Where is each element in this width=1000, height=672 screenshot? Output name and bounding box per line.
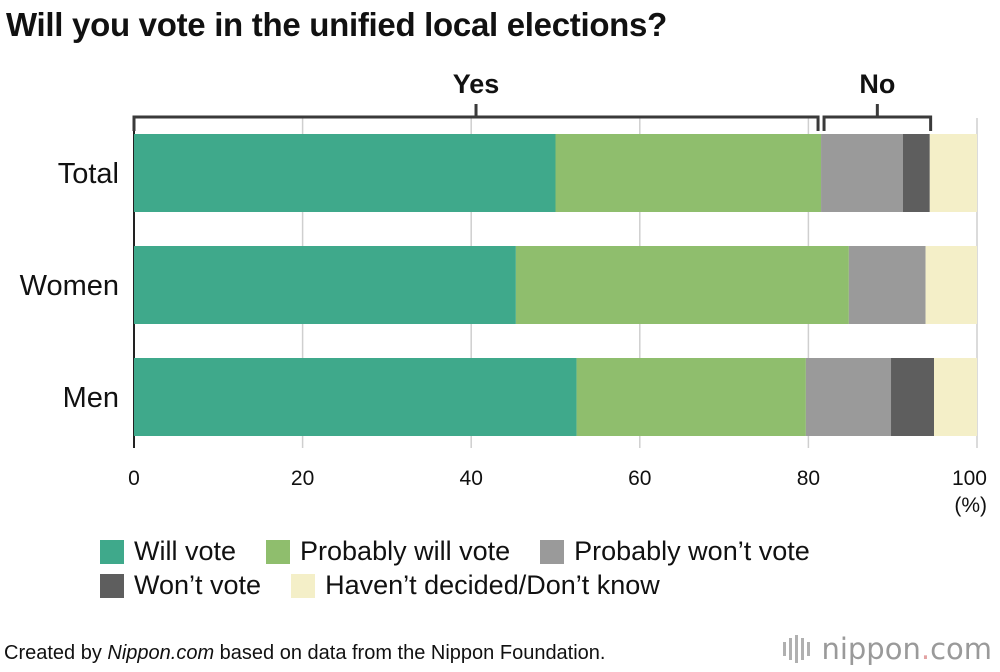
yes-no-brackets: Yes No — [132, 69, 933, 131]
x-tick-label-80: 80 — [797, 467, 820, 490]
bracket-no — [822, 104, 933, 131]
legend-swatch-probably-will-vote — [266, 539, 291, 564]
bar-men-won-t-vote — [891, 358, 935, 436]
bar-women-probably-will-vote — [515, 246, 849, 324]
legend-row-1: Will vote Probably will vote Probably won’… — [100, 536, 840, 567]
legend-swatch-won-t-vote — [100, 573, 124, 598]
bar-men-probably-will-vote — [576, 358, 806, 436]
legend-item-will-vote: Will vote — [100, 536, 236, 567]
logo-dot: . — [920, 632, 931, 666]
x-tick-label-20: 20 — [291, 467, 314, 490]
legend-label-probably-won-t-vote: Probably won’t vote — [574, 536, 810, 566]
x-tick-label-0: 0 — [128, 467, 140, 490]
bar-total-will-vote — [134, 134, 556, 212]
bar-men-probably-won-t-vote — [805, 358, 892, 436]
logo-name: nippon — [821, 632, 921, 666]
stacked-bar-chart: Yes No Total Women Men 0 20 40 60 80 100 (%) — [20, 69, 987, 517]
bar-total-haven-t-decided-don-t-know — [929, 134, 977, 212]
chart-title: Will you vote in the unified local elect… — [6, 6, 667, 43]
logo-mark-icon — [783, 635, 813, 663]
category-label-women: Women — [20, 270, 119, 302]
category-label-total: Total — [58, 158, 119, 190]
legend-swatch-haven-t-decided-don-t-know — [291, 573, 316, 598]
x-axis-unit: (%) — [954, 494, 987, 517]
category-label-men: Men — [63, 382, 119, 414]
legend-swatch-probably-won-t-vote — [540, 539, 565, 564]
bar-men-will-vote — [134, 358, 577, 436]
bracket-yes — [132, 104, 820, 131]
legend-item-haven-t-decided-don-t-know: Haven’t decided/Don’t know — [291, 570, 660, 601]
bar-men-haven-t-decided-don-t-know — [934, 358, 977, 436]
bar-total-probably-will-vote — [555, 134, 822, 212]
legend-label-haven-t-decided-don-t-know: Haven’t decided/Don’t know — [325, 570, 660, 600]
legend-label-will-vote: Will vote — [134, 536, 237, 566]
bar-women-will-vote — [134, 246, 516, 324]
x-tick-label-60: 60 — [628, 467, 651, 490]
source-site: Nippon.com — [107, 642, 215, 664]
legend-row-2: Won’t vote Haven’t decided/Don’t know — [100, 570, 690, 601]
legend-item-probably-will-vote: Probably will vote — [266, 536, 510, 567]
logo-tld: com — [930, 632, 992, 666]
nippon-logo: nippon. com — [783, 632, 992, 666]
legend-label-probably-will-vote: Probably will vote — [300, 536, 511, 566]
source-note: Created by Nippon.com based on data from… — [4, 642, 606, 664]
legend-swatch-will-vote — [100, 539, 124, 564]
x-tick-label-40: 40 — [460, 467, 483, 490]
legend-item-won-t-vote: Won’t vote — [100, 570, 261, 601]
x-tick-label-100: 100 — [952, 467, 987, 490]
bar-women-haven-t-decided-don-t-know — [925, 246, 977, 324]
bracket-label-yes: Yes — [453, 69, 500, 99]
legend-label-won-t-vote: Won’t vote — [134, 570, 262, 600]
bar-women-probably-won-t-vote — [848, 246, 926, 324]
legend-item-probably-won-t-vote: Probably won’t vote — [540, 536, 810, 567]
bar-total-probably-won-t-vote — [821, 134, 903, 212]
bars — [134, 134, 977, 436]
axis-labels: Total Women Men 0 20 40 60 80 100 (%) — [20, 158, 987, 517]
bracket-label-no: No — [859, 69, 895, 99]
bar-total-won-t-vote — [902, 134, 930, 212]
